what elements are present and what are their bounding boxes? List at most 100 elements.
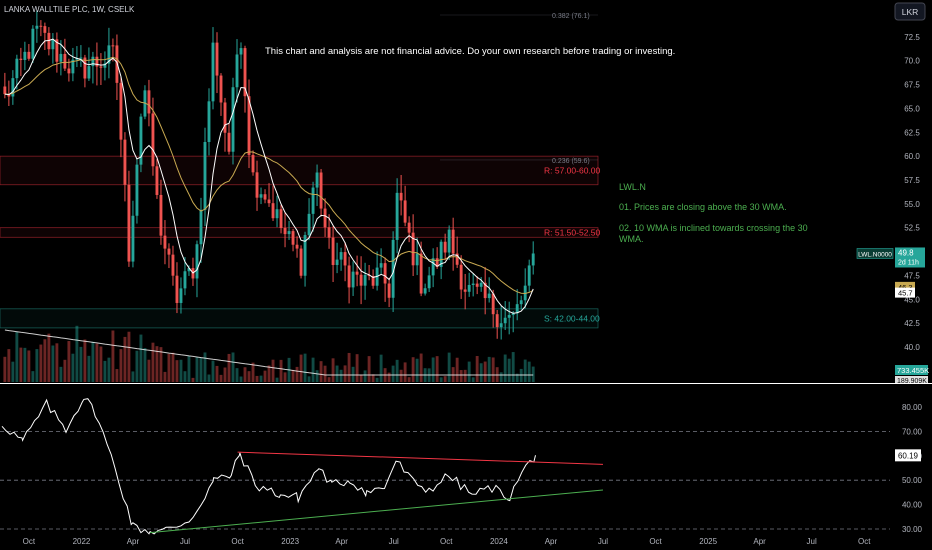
- volume-bar: [55, 343, 59, 382]
- price-tick-label: 67.5: [904, 81, 920, 90]
- rsi-tick-label: 70.00: [902, 427, 923, 436]
- candle: [155, 166, 159, 195]
- candle: [39, 25, 43, 27]
- candle: [207, 101, 211, 143]
- candle: [163, 235, 167, 249]
- candle: [107, 45, 111, 64]
- volume-bar: [471, 377, 475, 382]
- volume-bar: [527, 361, 531, 382]
- candle: [383, 263, 387, 284]
- candle: [291, 231, 295, 245]
- candle: [251, 154, 255, 173]
- volume-bar: [23, 347, 27, 382]
- candle: [471, 283, 475, 285]
- candle: [499, 323, 503, 328]
- candle: [223, 102, 227, 133]
- volume-bar: [347, 352, 351, 382]
- candle: [531, 253, 535, 266]
- volume-bar: [531, 366, 535, 382]
- zone-box: [0, 308, 599, 329]
- volume-bar: [123, 336, 127, 382]
- volume-bar: [215, 365, 219, 382]
- candle: [347, 265, 351, 288]
- time-tick-label: Jul: [598, 537, 608, 546]
- candle: [387, 283, 391, 298]
- volume-bar: [71, 353, 75, 382]
- price-axis[interactable]: 75.072.570.067.565.062.560.057.555.052.5…: [904, 9, 920, 352]
- analysis-point-2: 02. 10 WMA is inclined towards crossing …: [619, 223, 810, 244]
- currency-button[interactable]: LKR: [894, 2, 926, 21]
- rsi-line: [1, 398, 536, 535]
- volume-bar: [323, 365, 327, 382]
- volume-bar: [147, 359, 151, 382]
- candle: [483, 282, 487, 299]
- rsi-current-value: 60.19: [898, 451, 919, 460]
- candle: [67, 68, 71, 74]
- candle: [159, 194, 163, 236]
- candle: [123, 139, 127, 185]
- volume-bar: [279, 359, 283, 382]
- candle: [231, 87, 235, 152]
- candle: [503, 317, 507, 324]
- candle: [331, 237, 335, 265]
- candle: [119, 82, 123, 140]
- candle: [355, 271, 359, 275]
- candle: [475, 283, 479, 287]
- candle: [259, 194, 263, 198]
- volume-value-tag: [895, 365, 928, 375]
- currency-button-bg[interactable]: [894, 2, 926, 21]
- candle: [335, 259, 339, 265]
- volume-bar: [131, 371, 135, 382]
- candle: [491, 293, 495, 315]
- volume-bar: [171, 352, 175, 382]
- volume-bar: [463, 369, 467, 382]
- volume-bar: [331, 358, 335, 382]
- time-tick-label: 2024: [490, 537, 508, 546]
- candle: [63, 53, 67, 69]
- candle: [167, 248, 171, 255]
- volume-bar: [267, 365, 271, 382]
- volume-bar: [311, 357, 315, 382]
- candle: [255, 172, 259, 198]
- currency-label[interactable]: LKR: [902, 7, 919, 17]
- volume-bar: [107, 357, 111, 382]
- candle: [23, 51, 27, 61]
- volume-average-line: [4, 329, 534, 376]
- candle: [435, 258, 439, 267]
- volume-bar: [243, 367, 247, 382]
- analysis-point-2-line-1: 02. 10 WMA is inclined towards crossing …: [619, 223, 808, 233]
- candle: [235, 54, 239, 88]
- volume-bar: [75, 325, 79, 382]
- candle: [399, 192, 403, 201]
- candle: [15, 58, 19, 79]
- time-axis[interactable]: Oct 2022 Apr Jul Oct 2023 Apr Jul Oct 2024 Apr Jul O…: [23, 537, 872, 546]
- wma30-value: 46.3: [898, 283, 913, 292]
- candle: [515, 304, 519, 314]
- rsi-pane[interactable]: [0, 398, 890, 535]
- volume-bar: [231, 352, 235, 382]
- candle: [367, 274, 371, 277]
- volume-bar: [119, 349, 123, 382]
- candle: [35, 25, 39, 29]
- volume-bar: [235, 368, 239, 382]
- candle: [363, 274, 367, 286]
- volume-bar: [95, 343, 99, 382]
- candle: [403, 200, 407, 223]
- volume-bar: [43, 339, 47, 382]
- price-tick-label: 60.0: [904, 152, 920, 161]
- candle: [391, 239, 395, 298]
- price-pane[interactable]: R: 57.00-60.00 R: 51.50-52.50 S: 42.00-44.…: [0, 10, 601, 382]
- candle: [183, 271, 187, 289]
- candle: [287, 231, 291, 235]
- analysis-point-2-line-2: WMA.: [619, 234, 644, 244]
- volume-bar: [491, 357, 495, 382]
- volume-bar: [143, 348, 147, 382]
- rsi-tick-label: 80.00: [902, 403, 923, 412]
- candle: [319, 172, 323, 209]
- candle: [179, 288, 183, 303]
- volume-bar: [227, 353, 231, 382]
- analysis-ticker: LWL.N: [619, 182, 646, 192]
- candle: [55, 39, 59, 62]
